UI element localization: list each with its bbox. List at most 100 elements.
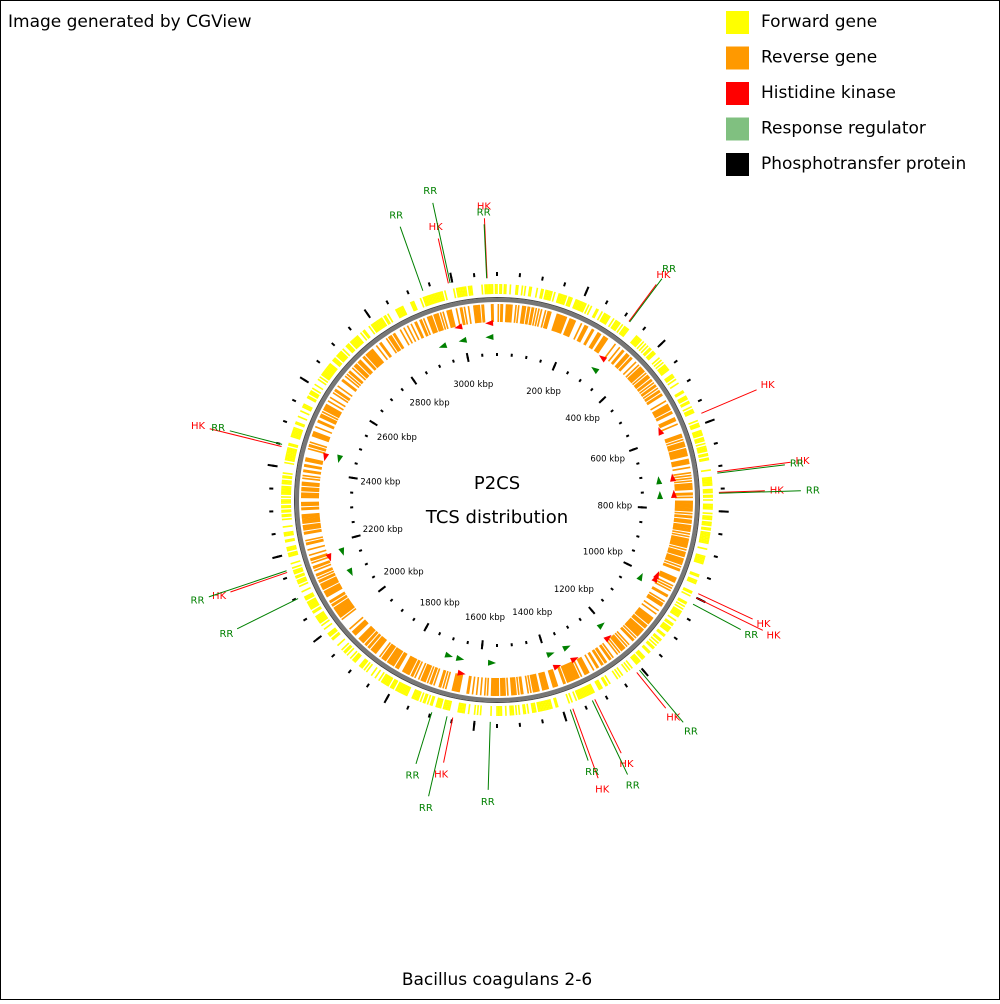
feature-label: HK xyxy=(595,784,610,795)
feature-label: RR xyxy=(477,207,491,218)
tick-label: 1800 kbp xyxy=(420,599,460,609)
gene-stripe xyxy=(281,488,291,489)
gene-stripe xyxy=(485,678,486,696)
gene-stripe xyxy=(301,495,319,496)
gene-stripe xyxy=(281,511,291,512)
gene-stripe xyxy=(487,678,488,696)
minor-tick xyxy=(567,626,568,629)
feature-label: HK xyxy=(766,631,781,642)
gene-stripe xyxy=(702,482,712,483)
gene-stripe xyxy=(702,483,712,484)
outer-minor-tick xyxy=(707,578,711,579)
outer-minor-tick xyxy=(718,534,722,535)
caption: Bacillus coagulans 2-6 xyxy=(402,970,592,990)
header: Image generated by CGView xyxy=(8,12,252,32)
feature-label: RR xyxy=(806,485,820,496)
gene-stripe xyxy=(282,480,292,481)
feature-label: HK xyxy=(191,421,206,432)
feature-label: HK xyxy=(619,759,634,770)
tick-label: 800 kbp xyxy=(598,501,633,511)
tick-label: 1200 kbp xyxy=(554,585,594,595)
minor-tick xyxy=(467,641,468,644)
tick-label: 200 kbp xyxy=(526,387,561,397)
gene-stripe xyxy=(301,493,319,494)
outer-minor-tick xyxy=(429,714,430,718)
legend-label: Reverse gene xyxy=(761,48,877,68)
legend-swatch xyxy=(726,153,749,176)
gene-stripe xyxy=(301,505,319,506)
minor-tick xyxy=(413,618,415,620)
gene-stripe xyxy=(702,479,712,480)
gene-stripe xyxy=(675,495,693,496)
minor-tick xyxy=(365,563,368,564)
minor-tick xyxy=(579,379,581,381)
minor-tick xyxy=(426,371,427,374)
tick-mark xyxy=(349,477,358,478)
feature-label: RR xyxy=(406,770,420,781)
legend-label: Phosphotransfer protein xyxy=(761,154,966,174)
legend-swatch xyxy=(726,82,749,105)
minor-tick xyxy=(636,463,639,464)
gene-stripe xyxy=(519,705,520,715)
gene-stripe xyxy=(482,285,483,295)
legend-swatch xyxy=(726,11,749,34)
gene-stripe xyxy=(517,285,518,295)
tick-label: 2600 kbp xyxy=(377,433,417,443)
gene-stripe xyxy=(516,285,517,295)
outer-minor-tick xyxy=(718,465,722,466)
gene-stripe xyxy=(516,705,517,715)
minor-tick xyxy=(526,641,527,644)
gene-stripe xyxy=(282,519,292,520)
tick-label: 1000 kbp xyxy=(583,547,623,557)
chart-subtitle: TCS distribution xyxy=(425,507,568,528)
gene-stripe xyxy=(703,513,713,514)
outer-minor-tick xyxy=(283,421,287,422)
feature-label: RR xyxy=(191,596,205,607)
gene-stripe xyxy=(282,514,292,515)
outer-minor-tick xyxy=(283,578,287,579)
minor-tick xyxy=(626,435,629,436)
legend-label: Histidine kinase xyxy=(761,83,896,103)
gene-stripe xyxy=(477,705,478,715)
chart-title: P2CS xyxy=(474,473,520,494)
tick-label: 1600 kbp xyxy=(465,613,505,623)
gene-stripe xyxy=(510,284,511,294)
gene-stripe xyxy=(702,519,712,520)
minor-tick xyxy=(359,449,362,450)
outer-tick-mark xyxy=(719,511,729,512)
tick-label: 2200 kbp xyxy=(363,525,403,535)
outer-minor-tick xyxy=(714,556,718,557)
feature-label: RR xyxy=(219,629,233,640)
feature-label: RR xyxy=(744,630,758,641)
tick-label: 1400 kbp xyxy=(512,608,552,618)
minor-tick xyxy=(579,618,581,620)
tick-label: 400 kbp xyxy=(565,414,600,424)
outer-minor-tick xyxy=(429,282,430,286)
gene-stripe xyxy=(502,678,503,696)
feature-label: RR xyxy=(684,727,698,738)
gene-stripe xyxy=(301,488,319,489)
minor-tick xyxy=(453,637,454,640)
gene-stripe xyxy=(702,485,712,486)
gene-stripe xyxy=(282,483,292,484)
minor-tick xyxy=(439,632,440,635)
gene-stripe xyxy=(282,476,292,477)
legend-label: Forward gene xyxy=(761,12,877,32)
gene-stripe xyxy=(281,486,291,487)
gene-stripe xyxy=(511,705,512,715)
feature-label: HK xyxy=(212,591,227,602)
minor-tick xyxy=(365,435,368,436)
minor-tick xyxy=(619,576,622,578)
feature-label: HK xyxy=(761,380,776,391)
feature-label: HK xyxy=(434,769,449,780)
feature-label: RR xyxy=(423,186,437,197)
minor-tick xyxy=(359,550,362,551)
outer-minor-tick xyxy=(272,534,276,535)
gene-stripe xyxy=(502,304,503,322)
gene-stripe xyxy=(492,678,493,696)
gene-stripe xyxy=(675,506,693,507)
outer-minor-tick xyxy=(542,277,543,281)
gene-stripe xyxy=(675,505,693,506)
